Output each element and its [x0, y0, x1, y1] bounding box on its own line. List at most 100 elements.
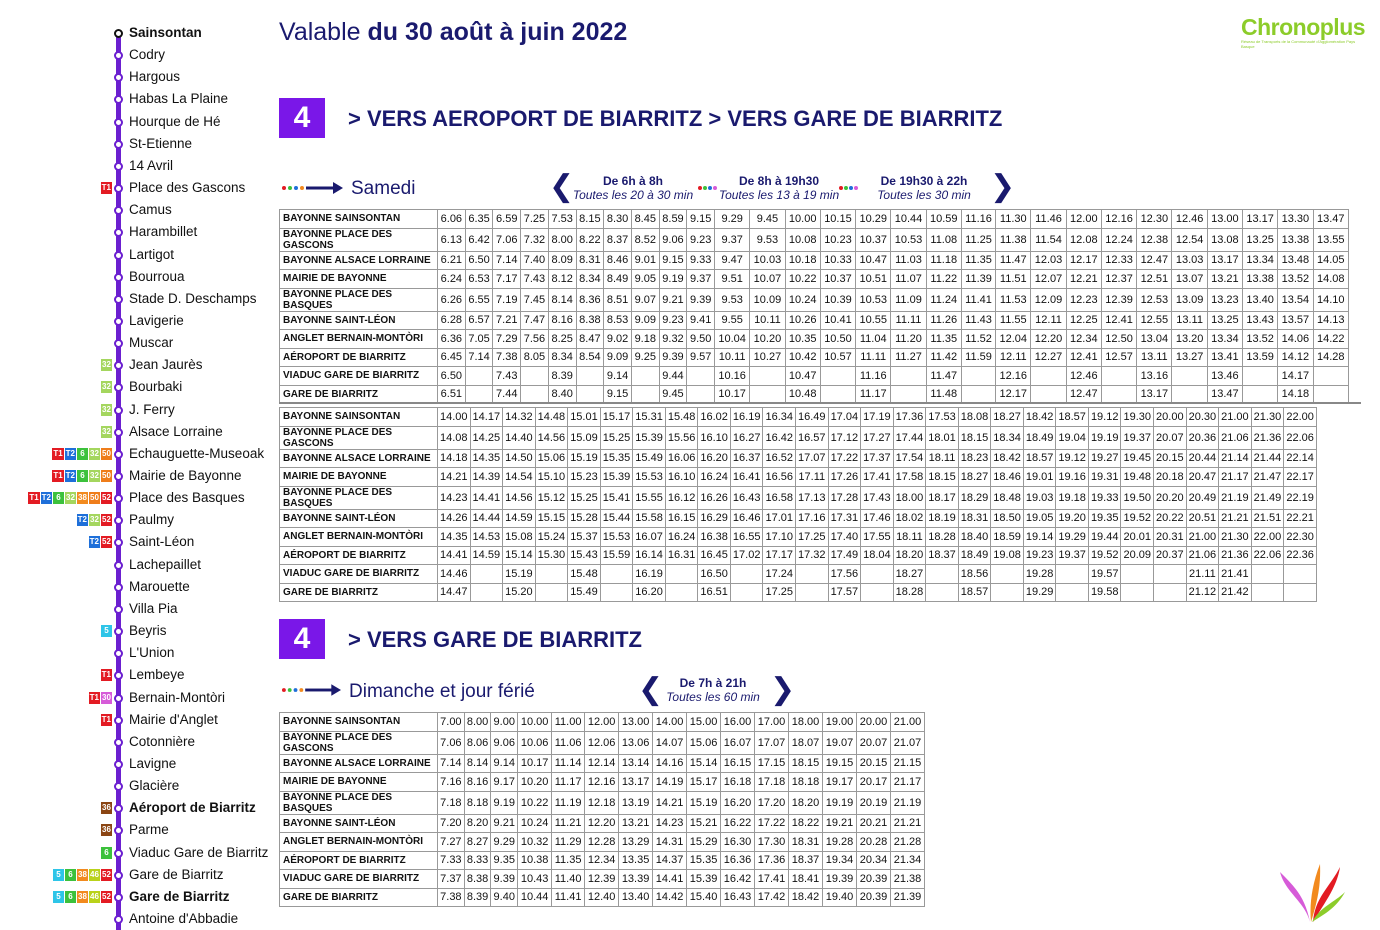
- connection-badge: T2: [76, 514, 88, 527]
- stop-item: T1 Mairie d'Anglet: [0, 711, 275, 731]
- connection-badge: 52: [101, 890, 112, 903]
- time-cell: 15.06: [686, 730, 722, 755]
- connection-badges: T1 T2 6 32 38 50 52: [28, 492, 112, 505]
- time-cell: 17.10: [762, 527, 797, 547]
- connection-badge: T2: [88, 536, 100, 549]
- time-cell: 16.52: [762, 448, 797, 468]
- stop-item: Lavigerie: [0, 312, 275, 332]
- time-cell: 10.26: [784, 310, 821, 330]
- time-cell: 19.21: [822, 813, 857, 833]
- connection-badge: 32: [101, 381, 112, 394]
- stop-item: Harambillet: [0, 223, 275, 243]
- time-cell: 12.20: [1030, 329, 1067, 349]
- time-cell: 8.36: [575, 287, 605, 312]
- stop-name-cell: BAYONNE PLACE DES BASQUES: [279, 485, 438, 510]
- time-cell: 20.15: [855, 753, 891, 773]
- stop-dot-icon: [114, 472, 123, 481]
- stop-name: Harambillet: [129, 224, 198, 240]
- connection-badges: T1: [100, 669, 112, 682]
- time-cell: 18.50: [990, 508, 1024, 528]
- stop-name: Lembeye: [129, 667, 185, 683]
- time-cell: 15.10: [534, 467, 569, 487]
- stop-dot-icon: [114, 892, 123, 902]
- time-cell: 14.10: [1312, 287, 1350, 312]
- time-cell: 17.30: [754, 832, 790, 852]
- time-cell: 12.37: [1100, 269, 1138, 289]
- time-cell: 10.53: [855, 287, 892, 312]
- time-cell: 19.48: [1120, 467, 1155, 487]
- stop-item: Hargous: [0, 68, 275, 88]
- time-cell: [819, 384, 857, 404]
- stop-item: Antoine d'Abbadie: [0, 910, 275, 930]
- time-cell: 22.30: [1283, 527, 1317, 547]
- time-cell: 18.42: [788, 887, 823, 907]
- connection-badges: T2 32 52: [76, 514, 112, 527]
- time-cell: 8.47: [575, 329, 605, 349]
- time-cell: 9.09: [603, 347, 632, 367]
- stop-item: 5 Beyris: [0, 622, 275, 642]
- time-cell: [1055, 582, 1089, 602]
- time-cell: 15.49: [632, 448, 666, 468]
- time-cell: 19.18: [1055, 485, 1089, 510]
- time-cell: 13.11: [1136, 347, 1173, 367]
- time-cell: 18.19: [925, 508, 959, 528]
- time-cell: 18.57: [1055, 407, 1089, 427]
- time-cell: 9.14: [490, 753, 519, 773]
- time-cell: 11.54: [1030, 227, 1067, 252]
- direction-title: > VERS AEROPORT DE BIARRITZ > VERS GARE …: [348, 106, 1003, 131]
- stop-name-cell: VIADUC GARE DE BIARRITZ: [279, 564, 438, 584]
- stop-name: 14 Avril: [129, 157, 174, 173]
- time-cell: 11.38: [995, 227, 1032, 252]
- timetable-row: ANGLET BERNAIN-MONTÒRI 7.27 8.27 9.29 10.32 1…: [279, 832, 926, 852]
- stop-item: T1 30 Bernain-Montòri: [0, 689, 275, 709]
- connection-badge: T1: [100, 182, 112, 195]
- time-cell: 8.38: [575, 310, 605, 330]
- time-cell: 18.37: [788, 850, 823, 870]
- time-cell: 18.02: [892, 508, 927, 528]
- time-cell: 14.13: [1312, 310, 1350, 330]
- time-cell: 17.20: [754, 790, 790, 815]
- time-cell: 15.41: [599, 485, 634, 510]
- time-cell: 15.53: [599, 527, 634, 547]
- time-cell: 21.44: [1250, 448, 1285, 468]
- time-cell: 22.00: [1250, 527, 1285, 547]
- time-cell: 10.22: [784, 269, 821, 289]
- time-cell: 18.20: [788, 790, 823, 815]
- stop-item: 5 6 38 46 52 Gare de Biarritz: [0, 866, 275, 886]
- time-cell: 17.53: [925, 407, 959, 427]
- stop-dot-icon: [114, 804, 123, 814]
- time-cell: 18.27: [957, 467, 992, 487]
- time-cell: 13.29: [618, 832, 654, 852]
- time-cell: 7.27: [437, 832, 465, 852]
- time-cell: 13.19: [618, 790, 654, 815]
- time-cell: 18.31: [788, 832, 823, 852]
- stop-dot-icon: [114, 494, 123, 504]
- time-cell: 20.47: [1185, 467, 1220, 487]
- time-cell: 9.15: [603, 384, 632, 404]
- time-cell: 13.38: [1277, 227, 1314, 252]
- stop-dot-icon: [114, 73, 123, 83]
- time-cell: [890, 366, 927, 386]
- time-cell: [686, 384, 716, 404]
- time-cell: 19.01: [1022, 467, 1057, 487]
- time-cell: 15.24: [534, 527, 569, 547]
- time-cell: 16.42: [720, 869, 756, 889]
- connection-badges: T1: [100, 182, 112, 195]
- time-cell: 12.53: [1136, 287, 1173, 312]
- time-cell: 13.40: [618, 887, 654, 907]
- timetable-row: BAYONNE SAINT-LÉON 6.28 6.57 7.21 7.47 8.16 8.…: [279, 310, 1350, 330]
- time-cell: [990, 564, 1024, 584]
- time-cell: 13.00: [618, 712, 654, 732]
- connection-badge: 36: [101, 802, 112, 815]
- time-cell: 17.54: [892, 448, 927, 468]
- timetable-row: BAYONNE ALSACE LORRAINE 7.14 8.14 9.14 10.17…: [279, 753, 926, 773]
- time-cell: 7.32: [520, 227, 549, 252]
- time-cell: 15.39: [686, 869, 722, 889]
- time-cell: 17.58: [892, 467, 927, 487]
- time-cell: 9.45: [749, 209, 786, 229]
- time-cell: [520, 366, 549, 386]
- time-cell: 18.42: [1022, 407, 1057, 427]
- time-cell: 19.08: [990, 545, 1024, 565]
- time-cell: 19.12: [1055, 448, 1089, 468]
- time-cell: 17.00: [754, 712, 790, 732]
